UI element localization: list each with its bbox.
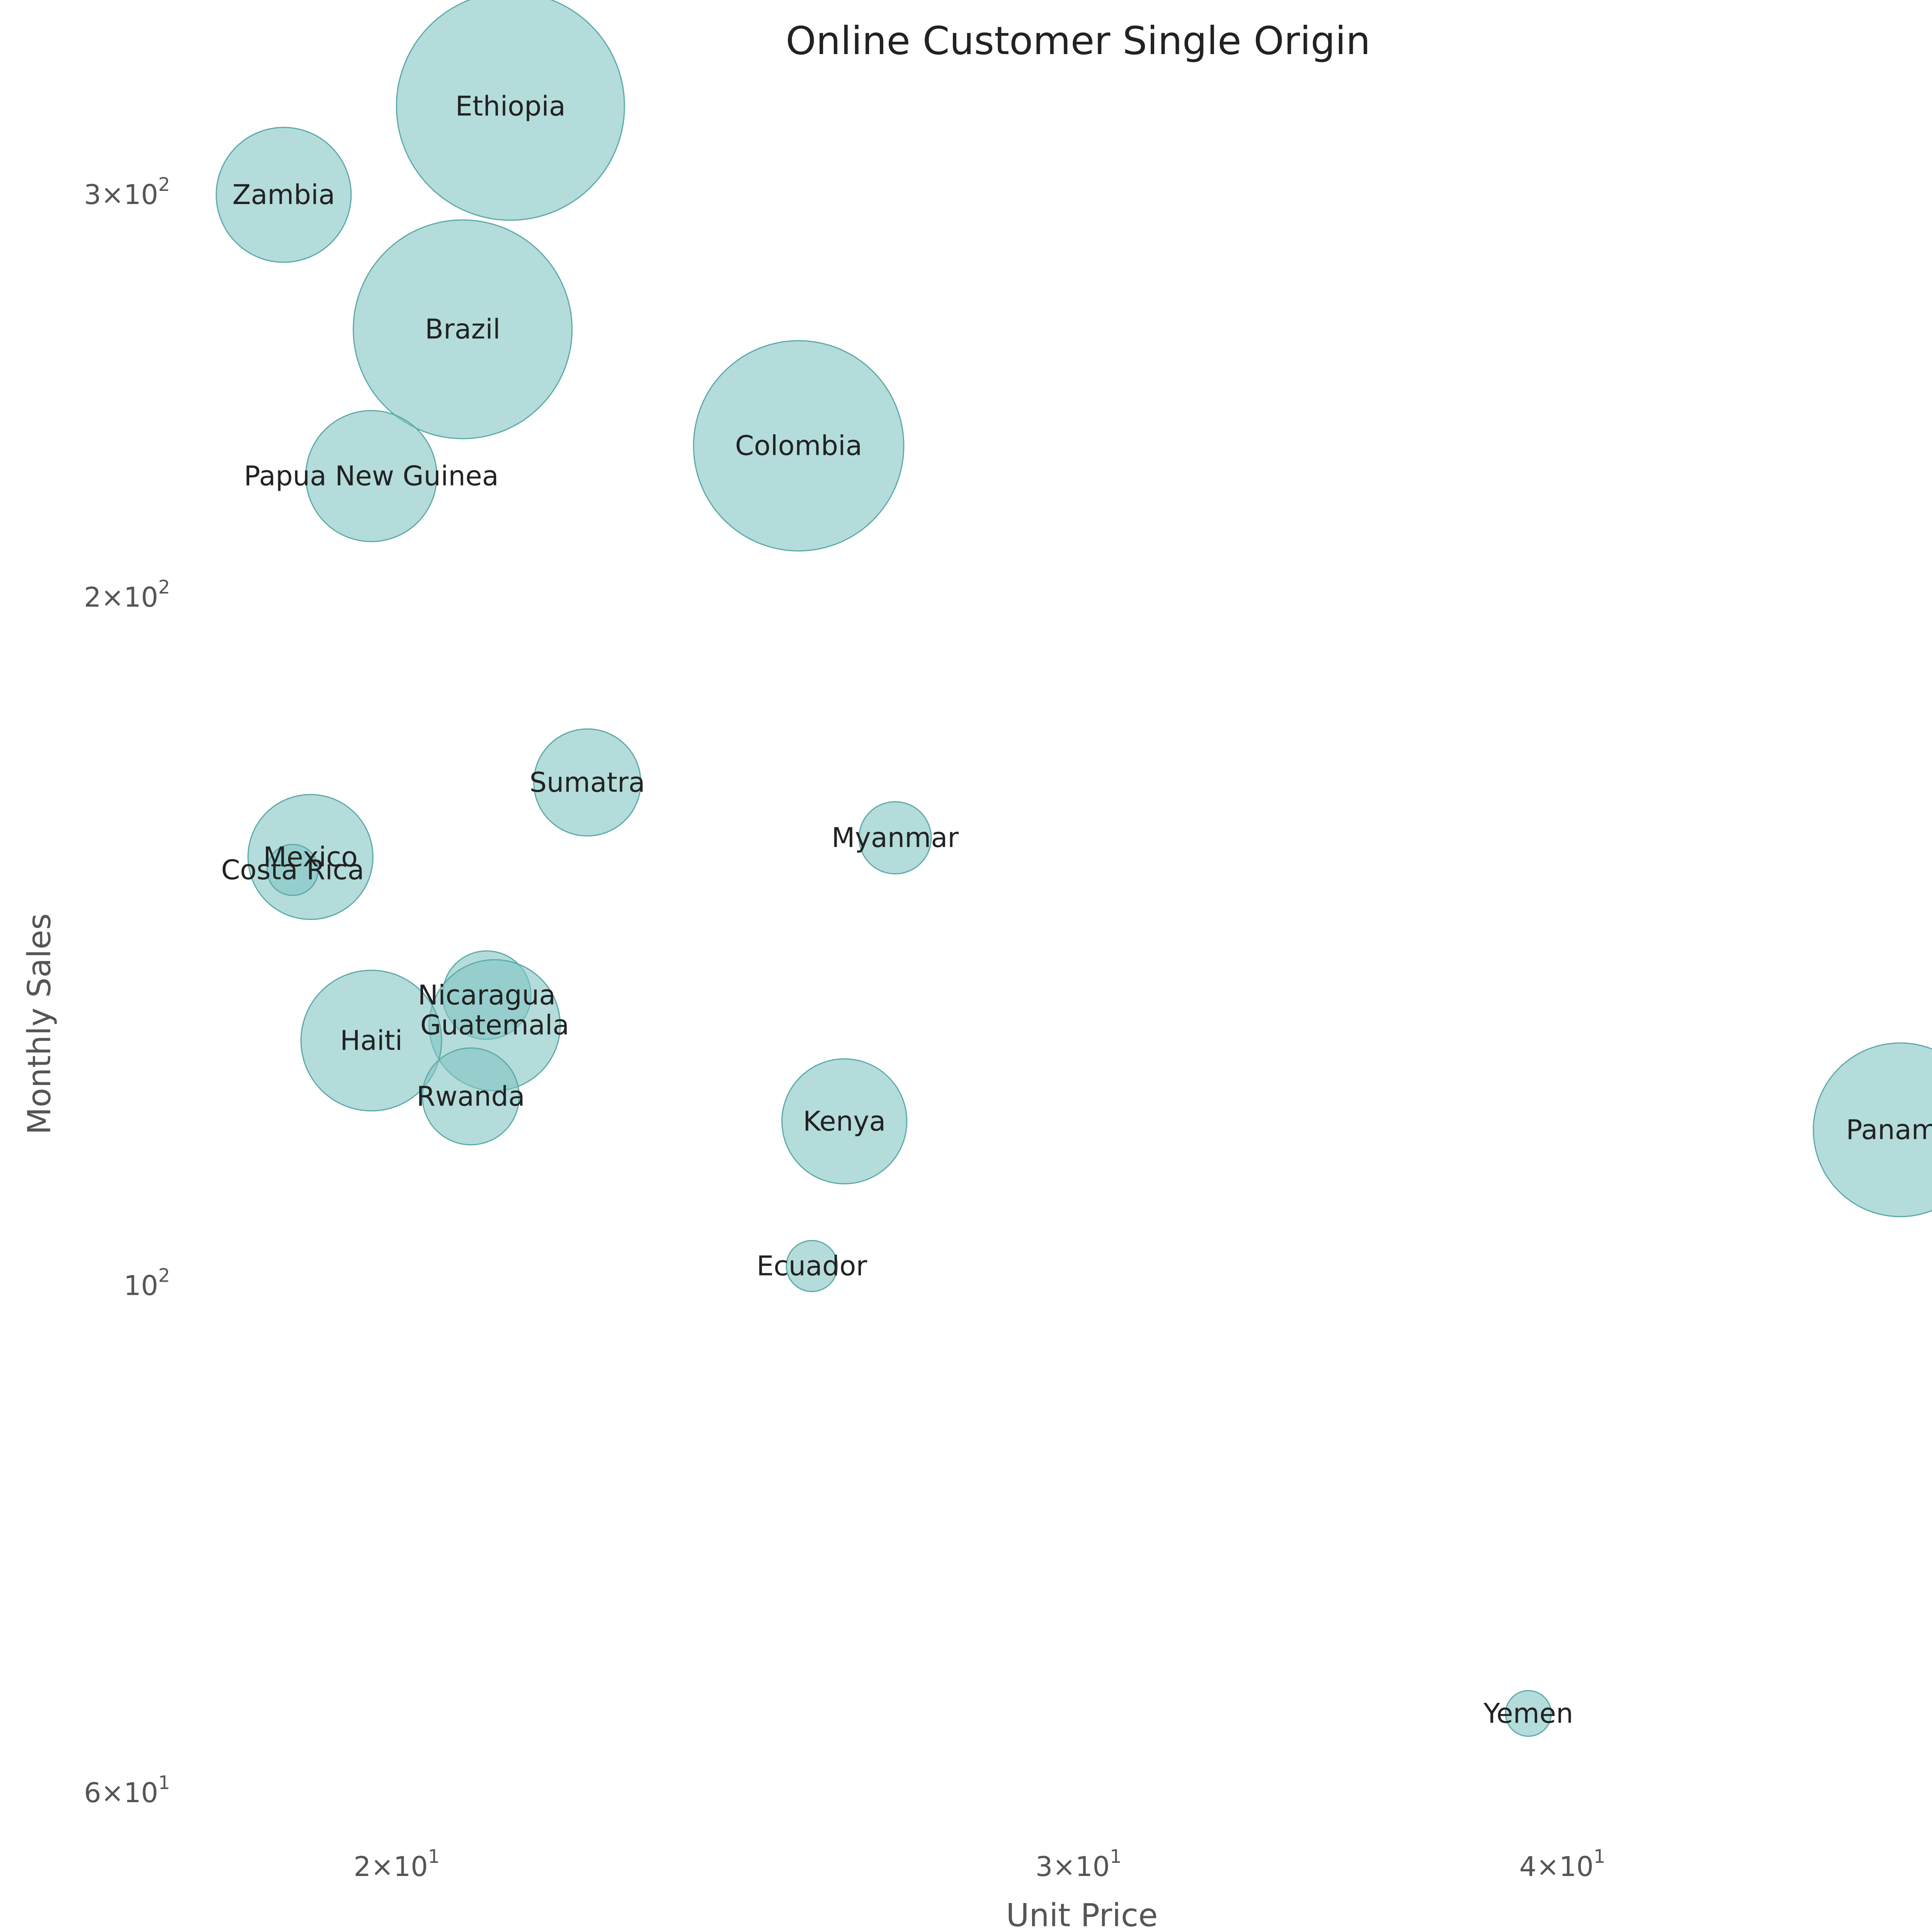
x-tick-labels: 2×101 3×101 4×101 bbox=[354, 1846, 1605, 1883]
bubble-haiti bbox=[300, 969, 442, 1112]
point-label-nicaragua: Nicaragua bbox=[418, 979, 556, 1011]
point-label-rwanda: Rwanda bbox=[417, 1081, 525, 1112]
bubble-colombia bbox=[693, 340, 905, 552]
y-tick-200: 2×102 bbox=[84, 577, 170, 613]
point-label-layer: Ethiopia Zambia Brazil Colombia Papua New Gu… bbox=[221, 90, 1932, 1729]
bubble-papua-new-guinea bbox=[305, 410, 437, 543]
bubble-layer bbox=[216, 0, 1932, 1737]
point-label-zambia: Zambia bbox=[232, 179, 335, 211]
point-label-sumatra: Sumatra bbox=[529, 767, 645, 798]
bubble-zambia bbox=[216, 127, 352, 263]
point-label-myanmar: Myanmar bbox=[832, 822, 959, 854]
y-tick-labels: 6×101 102 2×102 3×102 bbox=[84, 174, 170, 1809]
point-label-brazil: Brazil bbox=[425, 313, 500, 345]
x-axis-label: Unit Price bbox=[1006, 1897, 1158, 1932]
point-label-ethiopia: Ethiopia bbox=[456, 90, 566, 122]
point-label-ecuador: Ecuador bbox=[757, 1250, 867, 1282]
bubble-brazil bbox=[352, 219, 573, 439]
chart-title: Online Customer Single Origin bbox=[786, 18, 1370, 63]
point-label-mexico: Mexico bbox=[263, 841, 357, 873]
bubble-rwanda bbox=[422, 1047, 520, 1146]
point-label-kenya: Kenya bbox=[803, 1105, 886, 1137]
point-label-haiti: Haiti bbox=[340, 1025, 403, 1056]
point-label-panama: Panama bbox=[1846, 1114, 1932, 1146]
point-label-costa-rica: Costa Rica bbox=[221, 854, 364, 886]
x-tick-30: 3×101 bbox=[1036, 1846, 1122, 1883]
bubble-costa-rica bbox=[266, 844, 319, 896]
point-label-yemen: Yemen bbox=[1483, 1697, 1573, 1729]
y-axis-label: Monthly Sales bbox=[21, 913, 58, 1135]
y-tick-60: 6×101 bbox=[84, 1772, 170, 1809]
y-tick-100: 102 bbox=[124, 1265, 170, 1301]
bubble-sumatra bbox=[533, 728, 641, 837]
bubble-ecuador bbox=[786, 1240, 838, 1292]
x-tick-40: 4×101 bbox=[1519, 1846, 1605, 1883]
y-tick-300: 3×102 bbox=[84, 174, 170, 211]
x-tick-20: 2×101 bbox=[354, 1846, 440, 1883]
bubble-ethiopia bbox=[396, 0, 625, 221]
point-label-papua-new-guinea: Papua New Guinea bbox=[244, 460, 498, 492]
bubble-kenya bbox=[781, 1058, 908, 1185]
bubble-myanmar bbox=[858, 801, 932, 874]
bubble-yemen bbox=[1505, 1690, 1552, 1737]
point-label-colombia: Colombia bbox=[735, 430, 862, 462]
point-label-guatemala: Guatemala bbox=[420, 1009, 569, 1041]
bubble-panama bbox=[1813, 1042, 1932, 1218]
